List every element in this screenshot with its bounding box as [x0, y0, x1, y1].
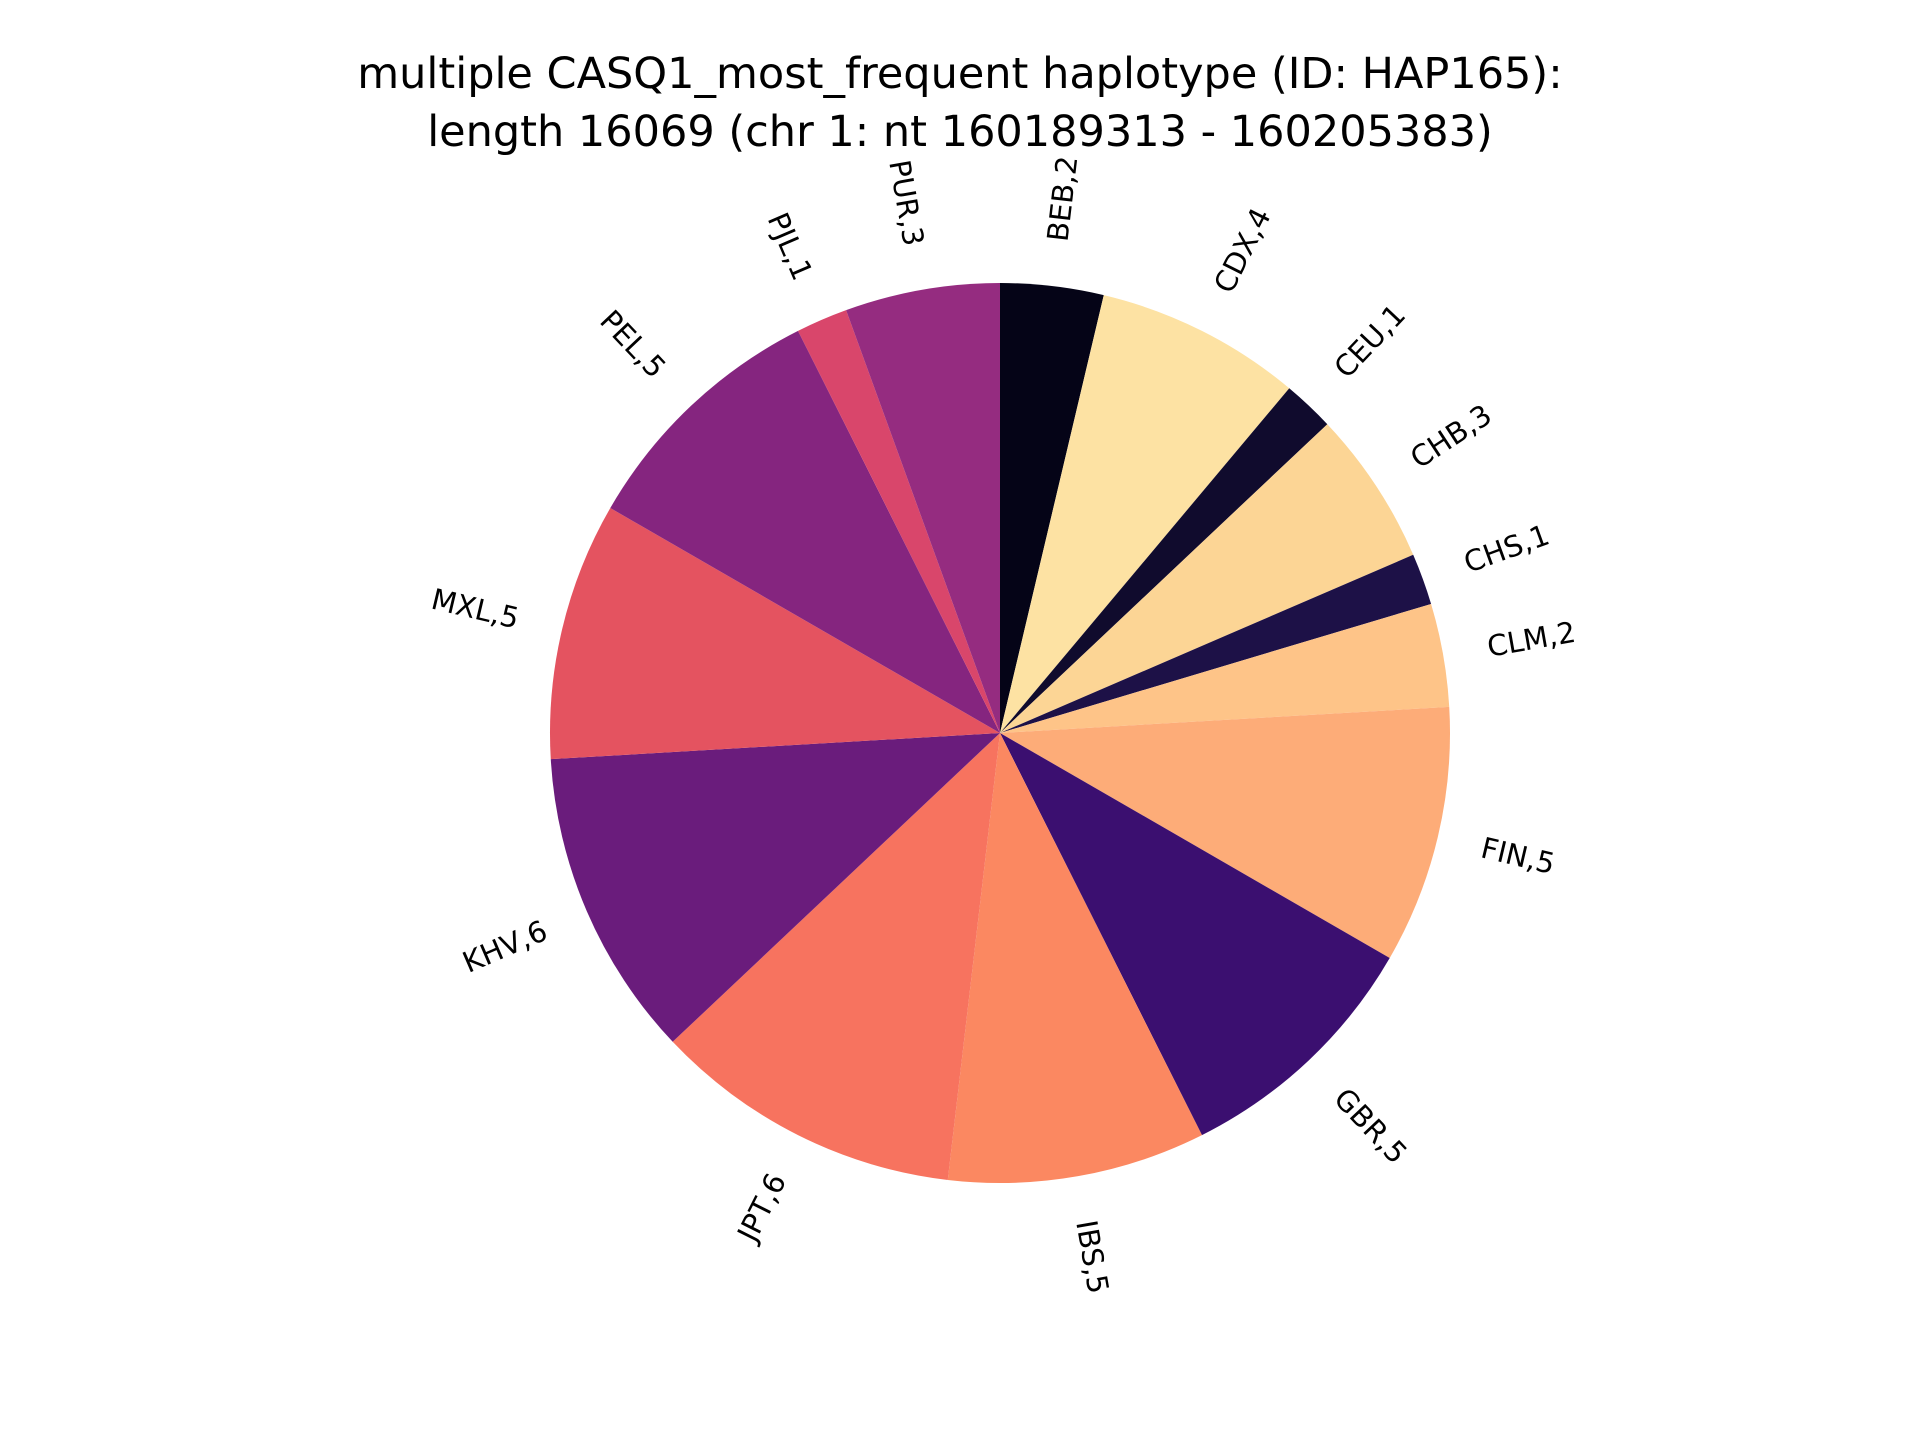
slice-label-ibs: IBS,5 [1069, 1218, 1115, 1297]
pie-slice-fin [1000, 706, 1451, 958]
pie-slice-ceu [1000, 388, 1328, 733]
slice-label-fin: FIN,5 [1478, 831, 1558, 881]
pie-slice-pur [846, 283, 1000, 733]
slice-label-khv: KHV,6 [458, 913, 553, 979]
pie-slice-jpt [672, 733, 1000, 1180]
pie-slice-beb [1000, 283, 1104, 733]
slice-label-pel: PEL,5 [593, 303, 672, 384]
pie-slice-cdx [1000, 295, 1290, 733]
slice-label-ceu: CEU,1 [1327, 298, 1412, 385]
pie-slice-pjl [798, 310, 1000, 733]
slice-label-beb: BEB,2 [1041, 154, 1085, 243]
slice-label-chb: CHB,3 [1404, 398, 1498, 476]
pie-slice-ibs [947, 733, 1202, 1184]
chart-title: multiple CASQ1_most_frequent haplotype (… [357, 49, 1563, 99]
slice-label-chs: CHS,1 [1459, 518, 1553, 580]
pie-slices [549, 283, 1451, 1184]
slice-label-pjl: PJL,1 [761, 208, 820, 286]
pie-slice-clm [1000, 603, 1450, 733]
slice-label-cdx: CDX,4 [1207, 202, 1278, 298]
chart-subtitle: length 16069 (chr 1: nt 160189313 - 1602… [427, 107, 1493, 157]
slice-label-jpt: JPT,6 [730, 1168, 793, 1249]
pie-slice-gbr [1000, 733, 1390, 1136]
slice-label-mxl: MXL,5 [428, 582, 522, 636]
pie-slice-khv [550, 733, 1000, 1042]
slice-label-gbr: GBR,5 [1327, 1081, 1414, 1170]
pie-slice-pel [610, 330, 1000, 733]
slice-label-pur: PUR,3 [882, 157, 931, 248]
slice-label-clm: CLM,2 [1485, 615, 1579, 664]
pie-slice-chb [1000, 424, 1414, 733]
pie-slice-mxl [549, 508, 1000, 760]
pie-slice-chs [1000, 554, 1432, 733]
